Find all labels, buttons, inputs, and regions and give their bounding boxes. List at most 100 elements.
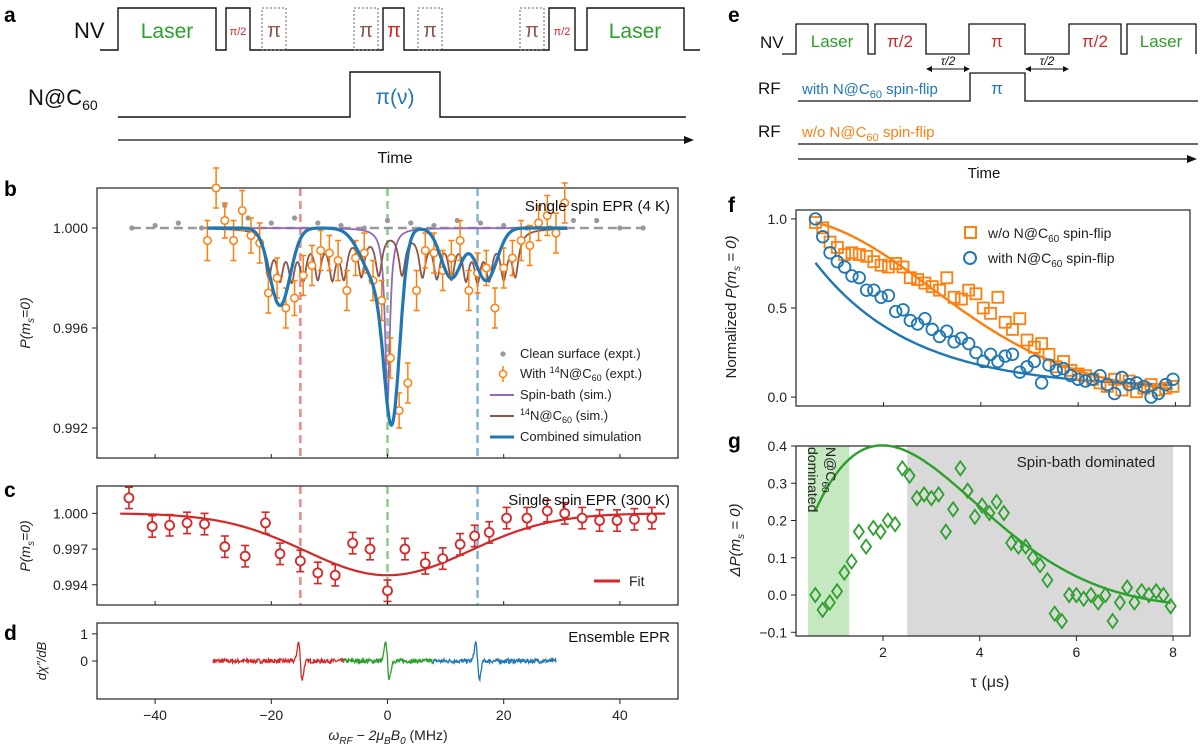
delta-point [867, 519, 880, 537]
panel-b-chart: 0.992 0.996 1.000 Single spin EPR (4 K) P(… [17, 167, 679, 459]
expt-point [464, 285, 474, 296]
wo-point [816, 221, 830, 235]
wo-point [1166, 379, 1180, 393]
spin-bath-dominated-label: Spin-bath dominated [1017, 454, 1155, 471]
nv-row-label: NV [74, 18, 105, 43]
delta-point [859, 538, 873, 556]
wo-point [1035, 337, 1049, 351]
delta-point [1106, 612, 1119, 630]
expt-point [385, 353, 395, 363]
g-ytick-label-1: 0.0 [768, 587, 788, 603]
g-xtick-label-2: 6 [1072, 644, 1080, 660]
delta-point [1055, 612, 1068, 630]
clean-surface-point [594, 217, 600, 224]
c-expt-point [199, 518, 210, 530]
wo-point [918, 276, 932, 290]
c-expt-point [454, 538, 466, 550]
c-expt-point [181, 517, 193, 529]
with-point [852, 271, 866, 285]
delta-fit-line [814, 444, 1171, 604]
fit-wo-line [815, 221, 1174, 390]
b-ytick-label-2: 1.000 [53, 220, 88, 236]
c-expt-point [347, 537, 359, 549]
c-expt-point [646, 512, 658, 524]
expt-point [481, 263, 491, 273]
pi-label-brown-4: π [525, 20, 539, 42]
delta-point [1048, 605, 1061, 623]
legend-fit-label: Fit [629, 573, 645, 589]
pi-pulse-dotted-4 [519, 7, 545, 51]
delta-point [947, 500, 960, 518]
g-ytick-label-2: 0.1 [768, 550, 788, 566]
f-ytick-label-0: 0.0 [768, 389, 788, 405]
expt-point [420, 245, 430, 256]
panel-label-d: d [4, 622, 17, 645]
with-point [1122, 377, 1136, 392]
with-point [925, 322, 939, 337]
c-expt-point [594, 515, 605, 526]
panel-label-b: b [4, 178, 17, 201]
with-point [867, 283, 881, 297]
with-point [947, 335, 961, 349]
wo-point [1006, 322, 1019, 336]
time-arrow-e [1187, 155, 1197, 163]
expt-point [542, 210, 552, 221]
with-point [874, 290, 888, 305]
clean-surface-point [268, 220, 274, 226]
c-expt-point [469, 530, 481, 542]
c-expt-point [437, 553, 449, 564]
delta-point [1164, 597, 1177, 615]
delta-point [1034, 556, 1047, 574]
delta-point [1157, 586, 1170, 604]
with-point [889, 304, 903, 319]
expt-point [377, 295, 387, 306]
with-point [837, 260, 852, 274]
expt-point [412, 285, 422, 296]
c-expt-point [294, 555, 306, 567]
panel-f-ylabel: Normalized P(ms = 0) [723, 236, 743, 379]
fit-line [120, 512, 666, 577]
expt-point [525, 240, 535, 251]
pi-pulse-dotted-3 [417, 7, 443, 51]
clean-surface-point [501, 222, 507, 229]
delta-point [1092, 593, 1105, 612]
wo-point [838, 248, 852, 261]
panel-label-f: f [728, 194, 736, 217]
c-expt-point [419, 557, 431, 569]
with-point [940, 324, 954, 338]
pi-nu-label: π(ν) [376, 86, 415, 109]
with-point [1115, 370, 1129, 385]
expt-point [446, 253, 456, 263]
clean-surface-point [198, 225, 205, 231]
panel-g-ylabel: ΔP(ms = 0) [727, 504, 747, 578]
c-expt-point [123, 492, 135, 504]
delta-point [830, 582, 844, 600]
legend-wo-label: w/o N@C60 spin-flip [987, 225, 1112, 245]
e-pi: π [991, 32, 1003, 51]
e-tau-arrowhead-2a [1025, 66, 1031, 72]
wo-point [933, 283, 946, 297]
delta-point [816, 601, 829, 619]
delta-point [1113, 593, 1127, 612]
expt-point [560, 198, 570, 208]
with-point [881, 288, 896, 303]
e-tau-arrowhead-1b [964, 66, 970, 72]
nc60-sim-line [207, 227, 568, 285]
with-point [816, 230, 830, 244]
legend-expt-label: With 14N@C60 (expt.) [520, 365, 642, 383]
expt-point [307, 260, 317, 271]
d-xtick-label-2: 0 [384, 707, 392, 723]
with-point [903, 313, 918, 328]
wo-point [954, 292, 968, 306]
with-point [823, 246, 837, 260]
e-nv-pulse-line [782, 23, 1197, 55]
wo-point [1071, 367, 1085, 381]
g-ytick-label-3: 0.2 [768, 513, 788, 529]
delta-point [852, 523, 865, 541]
c-expt-point [541, 505, 553, 517]
delta-point [823, 593, 836, 612]
c-expt-point [629, 513, 640, 525]
wo-point [1057, 355, 1070, 368]
delta-point [1150, 582, 1163, 600]
